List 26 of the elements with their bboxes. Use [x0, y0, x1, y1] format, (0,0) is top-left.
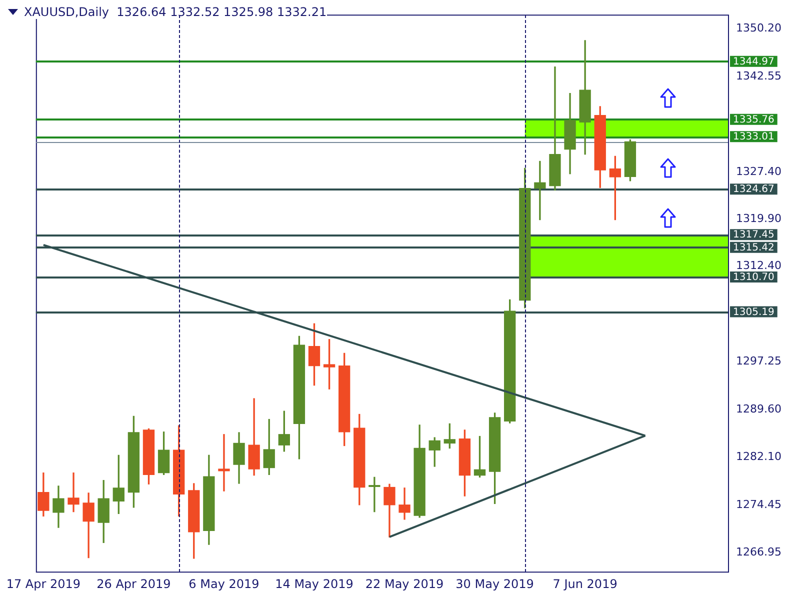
x-tick-label: 26 Apr 2019	[96, 576, 171, 591]
y-tick-label: 1282.10	[736, 450, 782, 463]
x-tick-label: 7 Jun 2019	[552, 576, 618, 591]
x-tick-label: 17 Apr 2019	[6, 576, 81, 591]
y-tick-label: 1266.95	[736, 545, 782, 558]
x-tick-label: 6 May 2019	[188, 576, 260, 591]
y-tick-label: 1297.25	[736, 354, 782, 368]
ref-line-label: 1305.19	[733, 306, 774, 318]
y-tick-label: 1319.90	[736, 212, 782, 226]
ref-line-label: 1344.97	[733, 56, 774, 68]
y-tick-label: 1289.60	[736, 402, 782, 416]
y-tick-label: 1327.40	[736, 164, 782, 178]
ref-line-label: 1317.45	[733, 230, 774, 241]
x-tick-label: 30 May 2019	[456, 576, 534, 591]
x-tick-label: 22 May 2019	[365, 576, 444, 591]
ref-line-label: 1310.70	[733, 272, 774, 284]
ref-line-label: 1335.76	[733, 114, 774, 126]
x-tick-label: 14 May 2019	[275, 576, 354, 591]
ref-line-label: 1324.67	[733, 184, 774, 196]
y-tick-label: 1274.45	[736, 498, 782, 512]
ref-line-label: 1315.42	[733, 242, 774, 254]
ref-line-label: 1333.01	[733, 132, 774, 143]
y-tick-label: 1312.40	[736, 259, 782, 272]
y-tick-label: 1342.55	[736, 69, 782, 82]
chart-title: XAUUSD,Daily 1326.64 1332.52 1325.98 1332.21	[24, 5, 327, 19]
y-tick-label: 1350.20	[736, 21, 782, 34]
